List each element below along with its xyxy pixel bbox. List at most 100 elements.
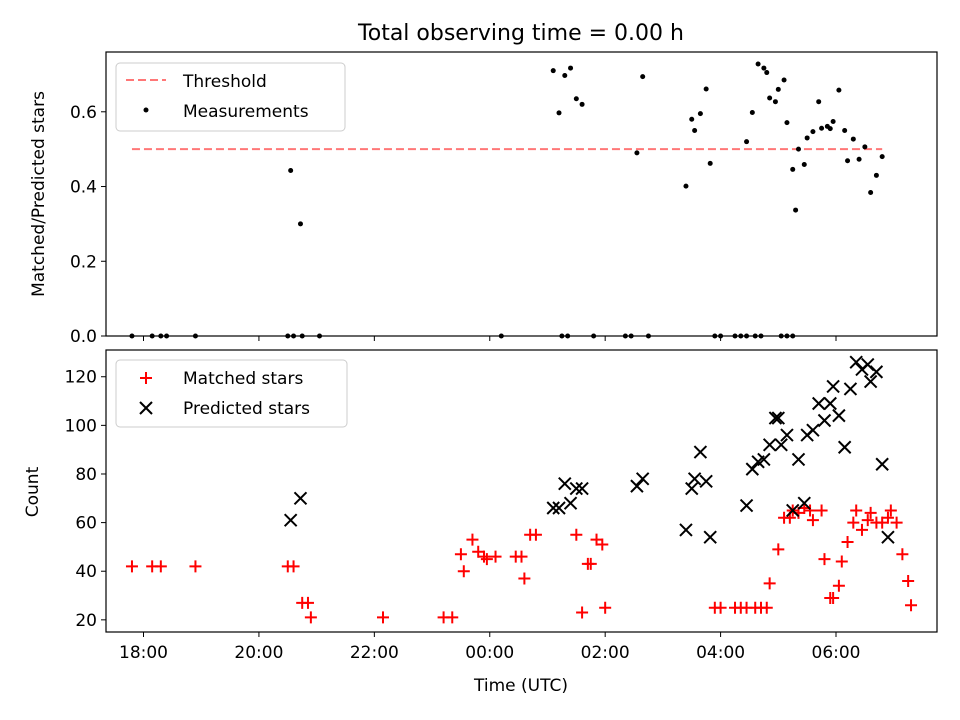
measurement-point <box>816 99 822 105</box>
top-x-ticks <box>143 336 837 341</box>
measurement-point <box>640 74 646 80</box>
matched-star-point <box>301 596 314 609</box>
measurement-point <box>755 61 761 67</box>
predicted-star-point <box>863 374 878 389</box>
top-y-tick-label: 0.4 <box>70 178 97 198</box>
measurement-point <box>692 127 698 133</box>
predicted-star-point <box>771 411 786 425</box>
measurement-point <box>288 167 294 173</box>
matched-star-point <box>377 611 389 624</box>
predicted-star-point <box>687 472 702 486</box>
x-tick-label: 06:00 <box>812 643 861 663</box>
matched-star-point <box>125 560 138 573</box>
top-y-ticks: 0.0 0.2 0.4 0.6 <box>70 103 106 347</box>
measurement-point <box>697 111 703 117</box>
measurement-point <box>819 125 825 131</box>
predicted-star-point <box>757 452 771 467</box>
matched-star-point <box>855 523 868 536</box>
matched-star-point <box>714 601 727 614</box>
matched-star-point <box>518 572 531 585</box>
predicted-star-point <box>745 462 760 476</box>
matched-star-point <box>189 560 202 573</box>
predicted-star-point <box>635 472 650 486</box>
matched-star-point <box>881 511 894 524</box>
matched-star-point <box>480 553 493 566</box>
bottom-y-ticks: 20 40 60 80 100 120 <box>65 368 106 631</box>
bottom-y-tick-label: 60 <box>75 514 97 534</box>
x-tick-label: 00:00 <box>465 643 514 663</box>
x-tick-label: 18:00 <box>119 643 168 663</box>
bottom-predicted-points <box>283 355 895 544</box>
predicted-star-point <box>849 355 863 369</box>
predicted-star-point <box>875 457 889 471</box>
legend-predicted-swatch <box>139 401 153 415</box>
matched-star-point <box>850 504 863 517</box>
matched-star-point <box>454 548 467 561</box>
measurement-point <box>764 70 770 76</box>
legend-matched-label: Matched stars <box>183 369 303 389</box>
measurement-point <box>845 158 851 164</box>
measurement-point <box>634 150 640 156</box>
matched-star-point <box>772 543 785 556</box>
matched-star-point <box>570 528 583 541</box>
predicted-star-point <box>837 440 852 454</box>
matched-star-point <box>804 504 817 517</box>
top-legend-box <box>115 62 346 132</box>
matched-star-point <box>861 514 874 527</box>
predicted-star-point <box>762 438 777 452</box>
predicted-star-point <box>823 396 837 411</box>
matched-star-point <box>763 577 776 590</box>
measurement-point <box>873 172 879 178</box>
matched-star-point <box>896 548 909 561</box>
matched-star-point <box>818 553 831 566</box>
measurement-point <box>781 77 787 83</box>
bottom-x-ticks: 18:00 20:00 22:00 00:00 02:00 04:00 06:00 <box>119 632 861 663</box>
bottom-y-tick-label: 80 <box>75 465 97 485</box>
legend-measurements-label: Measurements <box>183 102 309 122</box>
matched-star-point <box>815 504 828 517</box>
matched-star-point <box>576 606 589 619</box>
predicted-star-point <box>832 408 846 423</box>
predicted-star-point <box>826 379 840 394</box>
matched-star-point <box>884 504 897 517</box>
predicted-star-point <box>552 501 566 515</box>
predicted-star-point <box>817 413 832 428</box>
predicted-star-point <box>575 481 589 496</box>
predicted-star-point <box>293 491 308 506</box>
chart-title: Total observing time = 0.00 h <box>357 21 684 46</box>
bottom-y-tick-label: 120 <box>65 368 97 388</box>
measurement-point <box>556 110 562 116</box>
top-legend: Threshold Measurements <box>115 62 346 132</box>
measurement-point <box>744 139 750 145</box>
top-y-tick-label: 0.0 <box>70 327 97 347</box>
bottom-panel: 20 40 60 80 100 120 18:00 20:00 22:00 00:00 02:00… <box>23 349 938 696</box>
bottom-matched-points <box>125 502 918 624</box>
predicted-star-point <box>881 530 895 544</box>
measurement-point <box>749 110 755 116</box>
predicted-star-point <box>739 498 754 513</box>
predicted-star-point <box>685 481 699 496</box>
top-y-tick-label: 0.2 <box>70 252 97 272</box>
matched-star-point <box>304 611 317 624</box>
predicted-star-point <box>693 445 708 459</box>
top-panel: 0.0 0.2 0.4 0.6 Matched/Predicted stars Thr… <box>29 51 938 347</box>
matched-star-point <box>457 565 470 578</box>
measurement-point <box>784 120 790 126</box>
measurement-point <box>796 146 801 152</box>
predicted-star-point <box>768 411 783 425</box>
predicted-star-point <box>703 530 717 544</box>
measurement-point <box>761 65 767 71</box>
legend-measurement-swatch <box>143 107 149 113</box>
measurement-point <box>862 144 868 150</box>
matched-star-point <box>760 601 773 614</box>
measurement-point <box>830 119 836 125</box>
predicted-star-point <box>780 428 794 442</box>
measurement-point <box>850 136 856 142</box>
measurement-point <box>703 86 709 92</box>
x-axis-label: Time (UTC) <box>473 676 568 696</box>
matched-star-point <box>847 516 860 529</box>
predicted-star-point <box>546 501 560 515</box>
matched-star-point <box>529 528 542 541</box>
bottom-y-tick-label: 20 <box>75 611 97 631</box>
